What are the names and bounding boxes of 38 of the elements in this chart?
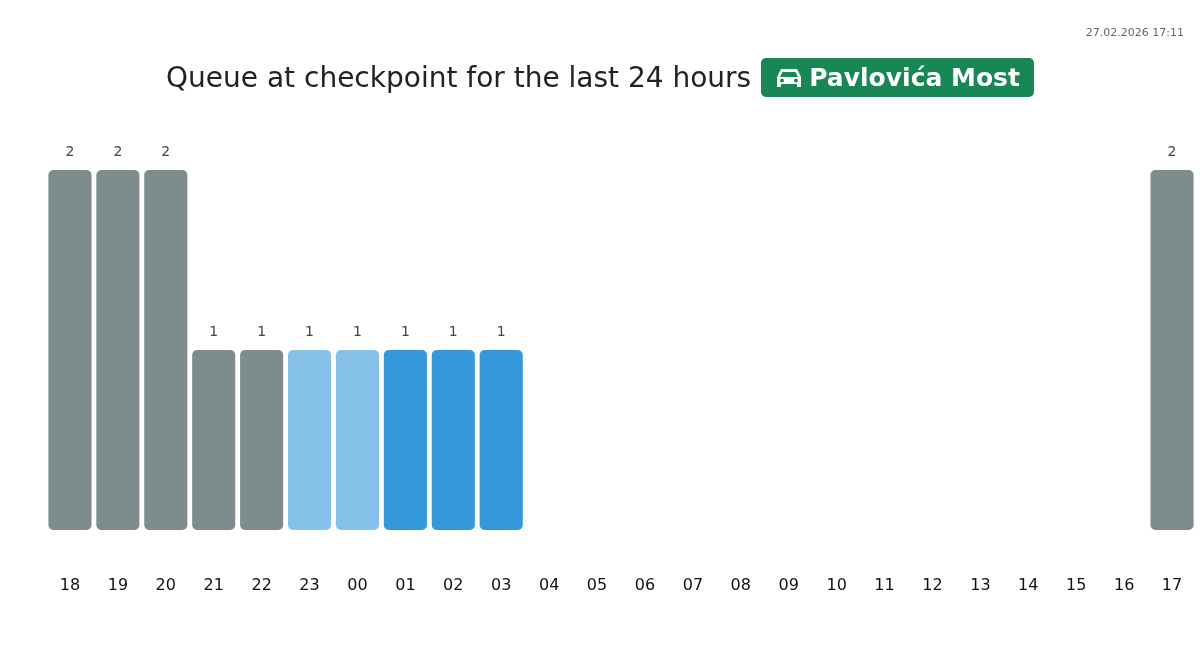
data-label: 2 xyxy=(161,143,171,159)
x-tick-label: 09 xyxy=(778,574,799,594)
x-tick-label: 00 xyxy=(347,574,368,594)
x-tick-label: 04 xyxy=(538,574,560,594)
data-label: 2 xyxy=(1167,143,1177,159)
data-label: 1 xyxy=(305,323,314,339)
x-tick-label: 18 xyxy=(59,574,81,594)
data-label: 1 xyxy=(257,323,267,339)
x-tick-label: 20 xyxy=(155,574,176,594)
x-tick-label: 14 xyxy=(1018,574,1039,594)
x-tick-label: 03 xyxy=(491,574,512,594)
data-label: 1 xyxy=(400,323,410,339)
data-label: 1 xyxy=(353,323,362,339)
x-tick-label: 07 xyxy=(682,574,704,594)
chart-subtitle: Pavlovića Most xyxy=(809,63,1020,92)
data-label: 2 xyxy=(65,143,75,159)
x-tick-label: 05 xyxy=(586,574,608,594)
x-tick-label: 02 xyxy=(443,574,464,594)
data-label: 1 xyxy=(209,323,219,339)
x-tick-label: 21 xyxy=(203,574,224,594)
x-tick-label: 11 xyxy=(874,574,895,594)
chart-title: Queue at checkpoint for the last 24 hours xyxy=(166,61,752,94)
x-tick-label: 10 xyxy=(826,574,847,594)
x-tick-label: 15 xyxy=(1066,574,1087,594)
x-tick-label: 17 xyxy=(1161,574,1183,594)
x-tick-label: 19 xyxy=(107,574,129,594)
x-tick-label: 13 xyxy=(970,574,991,594)
x-tick-label: 22 xyxy=(251,574,272,594)
data-label: 1 xyxy=(496,323,506,339)
x-tick-label: 01 xyxy=(395,574,416,594)
data-label: 2 xyxy=(113,143,123,159)
x-tick-label: 12 xyxy=(922,574,943,594)
x-tick-label: 16 xyxy=(1113,574,1135,594)
data-label: 1 xyxy=(448,323,458,339)
x-tick-label: 06 xyxy=(634,574,656,594)
x-tick-label: 23 xyxy=(299,574,320,594)
text: 27.02.2026 17:11 xyxy=(1085,26,1184,39)
x-tick-label: 08 xyxy=(730,574,751,594)
